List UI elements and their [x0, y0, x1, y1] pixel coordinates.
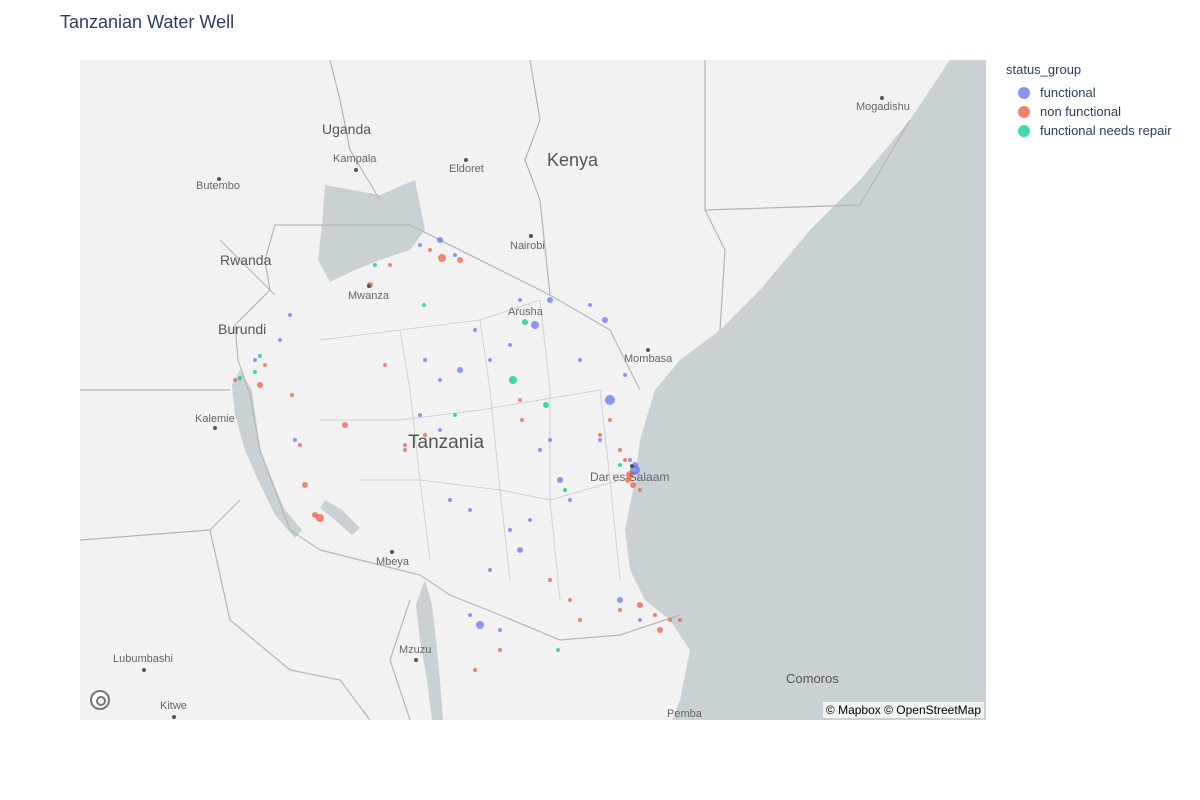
legend-swatch-functional — [1018, 86, 1030, 99]
place-nairobi: Nairobi — [510, 240, 545, 252]
city-dot-lubumbashi — [142, 668, 146, 672]
mapbox-logo-icon[interactable] — [90, 690, 110, 710]
city-dot-mbeya — [390, 550, 394, 554]
place-rwanda: Rwanda — [220, 252, 272, 268]
chart-title: Tanzanian Water Well — [60, 12, 235, 32]
place-mombasa: Mombasa — [624, 353, 673, 365]
map-svg[interactable] — [80, 60, 986, 720]
lake-victoria — [318, 180, 425, 282]
place-dar-es-salaam: Dar es Salaam — [590, 470, 670, 484]
place-lubumbashi: Lubumbashi — [113, 653, 173, 665]
map-attribution[interactable]: © Mapbox © OpenStreetMap — [822, 702, 984, 718]
legend-label-non-functional: non functional — [1040, 104, 1121, 119]
place-arusha: Arusha — [508, 306, 543, 318]
map-area[interactable]: Uganda Kampala Eldoret Kenya Butembo Rwa… — [80, 60, 986, 720]
city-dot-kampala — [354, 168, 358, 172]
legend-item-functional-needs-repair[interactable]: functional needs repair — [1000, 121, 1172, 140]
lake-tanganyika — [232, 370, 302, 538]
city-dot-mogadishu — [880, 96, 884, 100]
city-dot-mzuzu — [414, 658, 418, 662]
region-borders — [319, 299, 621, 601]
place-kenya: Kenya — [547, 150, 599, 170]
place-kampala: Kampala — [333, 153, 377, 165]
place-pemba: Pemba — [667, 708, 702, 720]
place-burundi: Burundi — [218, 321, 267, 337]
legend-item-functional[interactable]: functional — [1000, 83, 1172, 102]
city-dot-kalemie — [213, 426, 217, 430]
legend-title: status_group — [1006, 62, 1082, 77]
legend: status_group functional non functional f… — [1000, 62, 1172, 140]
points-functional-needs-repair[interactable] — [238, 263, 622, 652]
indian-ocean — [625, 60, 986, 720]
place-kalemie: Kalemie — [195, 413, 235, 425]
place-butembo: Butembo — [196, 180, 241, 192]
city-dot-mwanza — [367, 284, 371, 288]
place-tanzania: Tanzania — [408, 432, 485, 453]
points-functional[interactable] — [253, 237, 642, 632]
lake-malawi — [416, 580, 443, 720]
place-mzuzu: Mzuzu — [399, 644, 432, 656]
points-non-functional[interactable] — [233, 248, 682, 672]
city-dot-mombasa — [646, 348, 650, 352]
lake-rukwa — [320, 500, 360, 535]
legend-label-functional: functional — [1040, 85, 1096, 100]
place-uganda: Uganda — [322, 121, 372, 137]
city-dot-butembo — [217, 177, 221, 181]
legend-item-non-functional[interactable]: non functional — [1000, 102, 1172, 121]
legend-swatch-non-functional — [1018, 105, 1030, 118]
city-dot-nairobi — [529, 234, 533, 238]
city-dot-eldoret — [464, 158, 468, 162]
city-dot-dar-es-salaam — [630, 464, 634, 468]
place-eldoret: Eldoret — [449, 163, 484, 175]
place-comoros: Comoros — [786, 671, 839, 686]
city-dot-kitwe — [172, 715, 176, 719]
place-mwanza: Mwanza — [348, 290, 389, 302]
legend-swatch-functional-needs-repair — [1018, 124, 1030, 137]
place-mogadishu: Mogadishu — [856, 101, 910, 113]
place-mbeya: Mbeya — [376, 556, 410, 568]
legend-label-functional-needs-repair: functional needs repair — [1040, 123, 1172, 138]
country-borders — [80, 60, 911, 720]
place-kitwe: Kitwe — [160, 700, 187, 712]
